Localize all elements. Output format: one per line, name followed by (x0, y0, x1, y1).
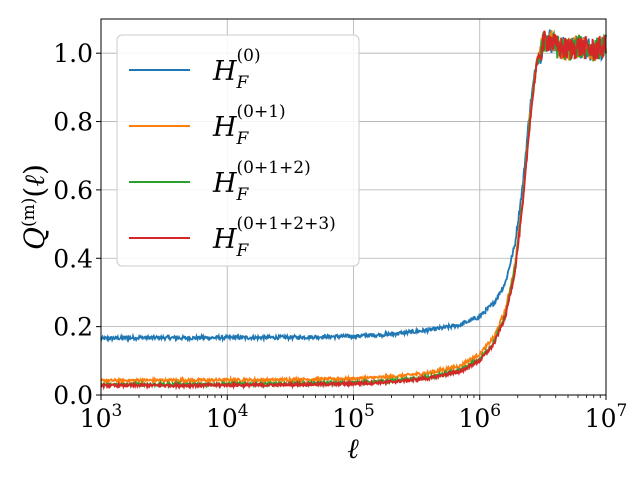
legend-box (116, 34, 360, 267)
x-tick-label: 106 (458, 401, 501, 433)
x-tick-label: 103 (80, 401, 123, 433)
y-tick-label: 0.8 (53, 108, 93, 137)
y-tick-label: 0.2 (53, 313, 93, 342)
legend: H(0) F H(0+1) F H(0+1+2) F H(0+1+2+3) F (116, 34, 360, 267)
x-tick-label: 107 (585, 401, 628, 433)
y-tick-label: 0.0 (53, 381, 93, 410)
y-tick-label: 1.0 (53, 39, 93, 68)
legend-label: H(0+1+2) F (212, 158, 311, 205)
legend-label: H(0+1+2+3) F (212, 214, 336, 261)
x-tick-label: 104 (206, 401, 249, 433)
x-axis-label: ℓ (347, 432, 359, 465)
series-line (100, 29, 607, 343)
x-tick-label: 105 (332, 401, 375, 433)
y-tick-label: 0.4 (53, 244, 93, 273)
y-tick-label: 0.6 (53, 176, 93, 205)
ticks (96, 52, 607, 400)
series-line (100, 30, 607, 391)
y-axis-label: Q(m)(ℓ) (18, 164, 51, 250)
tick-labels: 0.0 0.2 0.4 0.6 0.8 1.0 103 104 105 106 107 (53, 39, 627, 433)
plot-lines (100, 29, 607, 391)
legend-label: H(0+1) F (212, 102, 286, 149)
legend-label: H(0) F (212, 46, 261, 93)
